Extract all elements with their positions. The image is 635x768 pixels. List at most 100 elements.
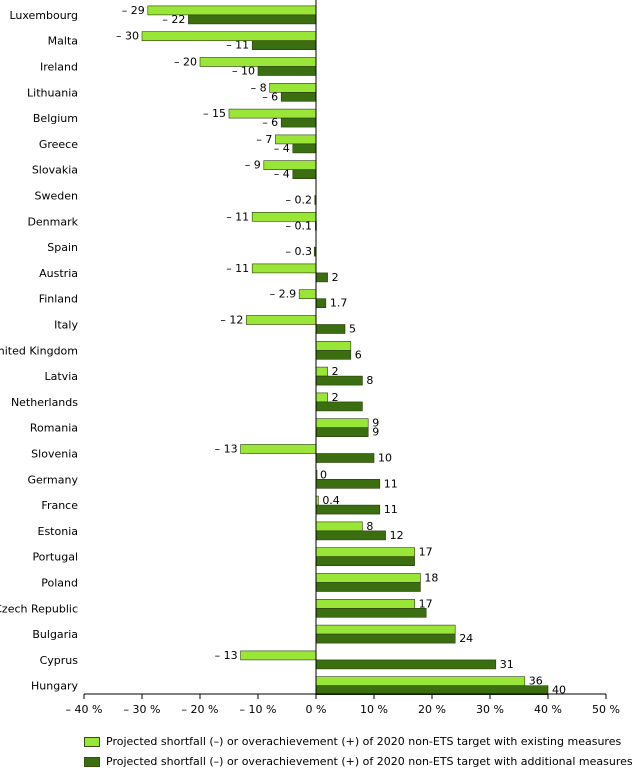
bar-existing-portugal [315, 547, 415, 558]
value-label-existing-netherlands: 2 [332, 391, 339, 404]
bar-existing-italy [246, 315, 317, 325]
x-tick-label: – 20 % [182, 703, 219, 716]
value-label-existing-france: 0.4 [322, 494, 340, 507]
value-label-existing-romania: 9 [372, 417, 379, 430]
bar-additional-malta [251, 40, 317, 51]
category-label-netherlands: Netherlands [11, 396, 78, 409]
value-label-additional-latvia: 8 [366, 374, 373, 387]
category-label-greece: Greece [39, 138, 78, 151]
legend-swatch-existing [84, 736, 100, 747]
bar-additional-italy [315, 324, 346, 334]
category-label-lithuania: Lithuania [27, 86, 78, 99]
value-label-additional-germany: 11 [384, 477, 398, 490]
category-label-estonia: Estonia [38, 525, 79, 538]
bar-existing-finland [298, 289, 317, 300]
value-label-existing-latvia: 2 [332, 365, 339, 378]
value-label-existing-poland: 18 [424, 572, 438, 585]
bar-existing-poland [315, 573, 421, 583]
x-tick-label: 20 % [418, 703, 446, 716]
category-label-italy: Italy [54, 319, 78, 332]
bar-existing-slovenia [240, 444, 317, 454]
bar-additional-cyprus [315, 659, 497, 670]
value-label-existing-finland: – 2.9 [270, 288, 297, 301]
bar-additional-bulgaria [315, 633, 456, 644]
x-tick-label: 30 % [476, 703, 504, 716]
category-label-united-kingdom: United Kingdom [0, 344, 78, 357]
bar-additional-czech-republic [315, 607, 427, 618]
category-label-portugal: Portugal [32, 551, 78, 564]
value-label-additional-france: 11 [384, 503, 398, 516]
category-label-czech-republic: Czech Republic [0, 602, 78, 615]
value-label-existing-denmark: – 11 [226, 210, 249, 223]
category-label-hungary: Hungary [31, 680, 78, 693]
bar-existing-romania [315, 418, 369, 429]
x-tick-label: 40 % [534, 703, 562, 716]
bar-existing-netherlands [315, 392, 328, 403]
bar-additional-greece [292, 143, 317, 154]
x-tick-label: 10 % [360, 703, 388, 716]
value-label-existing-hungary: 36 [529, 675, 543, 688]
value-label-additional-denmark: – 0.1 [286, 219, 313, 232]
bar-existing-latvia [315, 366, 328, 377]
category-label-poland: Poland [41, 577, 78, 590]
value-label-existing-ireland: – 20 [174, 56, 197, 69]
category-label-latvia: Latvia [45, 370, 79, 383]
value-label-additional-malta: – 11 [226, 39, 249, 52]
bar-additional-netherlands [315, 401, 363, 412]
value-label-existing-austria: – 11 [226, 262, 249, 275]
legend-label-existing: Projected shortfall (–) or overachieveme… [106, 735, 622, 748]
value-label-additional-united-kingdom: 6 [355, 348, 362, 361]
category-label-romania: Romania [30, 422, 78, 435]
value-label-additional-bulgaria: 24 [459, 632, 473, 645]
bar-additional-lithuania [280, 92, 317, 102]
category-label-sweden: Sweden [35, 190, 78, 203]
bar-additional-romania [315, 427, 369, 438]
bar-existing-estonia [315, 521, 363, 532]
value-label-additional-cyprus: 31 [500, 658, 514, 671]
value-label-additional-austria: 2 [332, 271, 339, 284]
x-tick-label: – 40 % [66, 703, 103, 716]
bar-additional-slovenia [315, 453, 375, 463]
bar-existing-hungary [315, 676, 526, 687]
category-label-germany: Germany [27, 473, 78, 486]
value-label-additional-luxembourg: – 22 [162, 13, 185, 26]
category-label-france: France [41, 499, 78, 512]
category-label-belgium: Belgium [33, 112, 78, 125]
value-label-existing-slovakia: – 9 [245, 159, 261, 172]
value-label-additional-spain: – 0.3 [286, 245, 313, 258]
value-label-existing-greece: – 7 [256, 133, 272, 146]
value-label-additional-hungary: 40 [552, 684, 566, 697]
bar-additional-france [315, 504, 381, 515]
x-tick-label: – 10 % [240, 703, 277, 716]
bar-additional-portugal [315, 556, 415, 567]
value-label-existing-lithuania: – 8 [251, 81, 267, 94]
bar-existing-ireland [199, 57, 317, 67]
bar-additional-slovakia [292, 169, 317, 179]
value-label-existing-estonia: 8 [366, 520, 373, 533]
value-label-existing-luxembourg: – 29 [122, 4, 145, 17]
bar-additional-austria [315, 272, 328, 283]
category-label-austria: Austria [39, 267, 78, 280]
legend-label-additional: Projected shortfall (–) or overachieveme… [106, 755, 633, 768]
bar-additional-finland [315, 298, 327, 309]
value-label-existing-czech-republic: 17 [419, 597, 433, 610]
value-label-additional-slovenia: 10 [378, 452, 392, 465]
value-label-additional-estonia: 12 [390, 529, 404, 542]
bar-existing-bulgaria [315, 624, 456, 635]
category-label-ireland: Ireland [40, 61, 78, 74]
bar-additional-ireland [257, 66, 317, 76]
bar-additional-belgium [280, 117, 317, 128]
value-label-additional-slovakia: – 4 [274, 168, 290, 181]
value-label-additional-italy: 5 [349, 323, 356, 336]
bar-additional-estonia [315, 530, 386, 541]
category-label-cyprus: Cyprus [40, 654, 79, 667]
bar-additional-germany [315, 478, 381, 489]
value-label-additional-lithuania: – 6 [262, 90, 278, 103]
bar-additional-united-kingdom [315, 349, 352, 360]
category-label-malta: Malta [48, 35, 78, 48]
value-label-existing-germany: 0 [320, 468, 327, 481]
category-label-denmark: Denmark [27, 215, 78, 228]
value-label-existing-cyprus: – 13 [215, 649, 238, 662]
bar-additional-hungary [315, 685, 549, 696]
